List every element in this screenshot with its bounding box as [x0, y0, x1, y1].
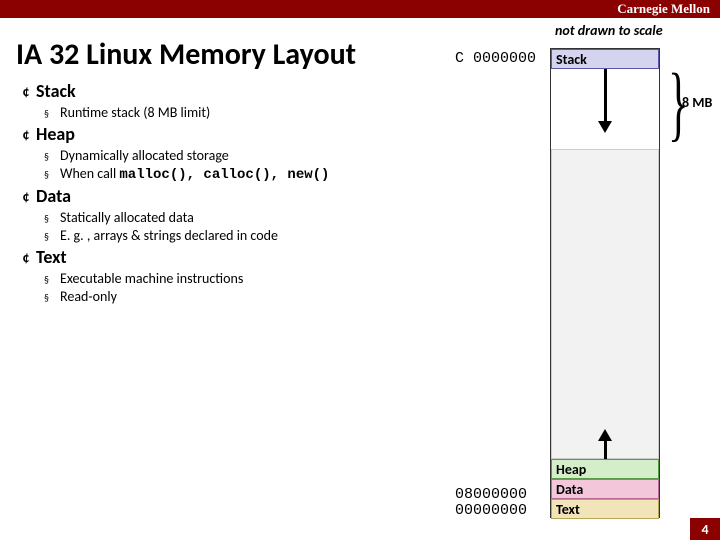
- brace-label: 8 MB: [682, 94, 712, 111]
- bullet-icon: ¢: [16, 188, 36, 205]
- section-title: Text: [36, 246, 67, 268]
- square-bullet-icon: §: [44, 273, 60, 286]
- region-gap: [551, 149, 659, 459]
- sub-item: §When call malloc(), calloc(), new(): [44, 165, 446, 183]
- square-bullet-icon: §: [44, 150, 60, 163]
- square-bullet-icon: §: [44, 291, 60, 304]
- bullet-icon: ¢: [16, 249, 36, 266]
- section-title: Data: [36, 185, 71, 207]
- page-number: 4: [690, 518, 720, 540]
- square-bullet-icon: §: [44, 107, 60, 120]
- square-bullet-icon: §: [44, 212, 60, 225]
- section-data: ¢Data: [16, 185, 446, 207]
- sub-text: Read-only: [60, 288, 117, 305]
- sub-item: §E. g. , arrays & strings declared in co…: [44, 227, 446, 244]
- address-bottom-2: 00000000: [455, 502, 527, 519]
- section-title: Stack: [36, 80, 76, 102]
- header-bar: Carnegie Mellon: [0, 0, 720, 18]
- square-bullet-icon: §: [44, 230, 60, 243]
- sub-text: Dynamically allocated storage: [60, 147, 229, 164]
- sub-text: Runtime stack (8 MB limit): [60, 104, 210, 121]
- square-bullet-icon: §: [44, 168, 60, 181]
- sub-item: §Statically allocated data: [44, 209, 446, 226]
- memory-diagram: Stack HeapDataText: [550, 48, 660, 518]
- bullet-icon: ¢: [16, 126, 36, 143]
- address-bottom-1: 08000000: [455, 486, 527, 503]
- scale-note: not drawn to scale: [555, 22, 663, 39]
- region-heap: Heap: [551, 459, 659, 479]
- arrow-down-icon: [598, 69, 612, 133]
- page-title: IA 32 Linux Memory Layout: [16, 36, 356, 73]
- section-stack: ¢Stack: [16, 80, 446, 102]
- region-stack: Stack: [551, 49, 659, 69]
- sub-text: Statically allocated data: [60, 209, 194, 226]
- address-top: C 0000000: [455, 50, 536, 67]
- sub-item: §Executable machine instructions: [44, 270, 446, 287]
- sub-item: §Read-only: [44, 288, 446, 305]
- region-text: Text: [551, 499, 659, 519]
- arrow-up-icon: [598, 429, 612, 459]
- sub-text: E. g. , arrays & strings declared in cod…: [60, 227, 278, 244]
- sub-text: Executable machine instructions: [60, 270, 243, 287]
- section-title: Heap: [36, 123, 75, 145]
- university-label: Carnegie Mellon: [617, 1, 710, 17]
- region-data: Data: [551, 479, 659, 499]
- sub-item: §Dynamically allocated storage: [44, 147, 446, 164]
- section-heap: ¢Heap: [16, 123, 446, 145]
- content-outline: ¢Stack§Runtime stack (8 MB limit)¢Heap§D…: [16, 78, 446, 306]
- sub-text: When call malloc(), calloc(), new(): [60, 165, 329, 183]
- bullet-icon: ¢: [16, 83, 36, 100]
- section-text: ¢Text: [16, 246, 446, 268]
- sub-item: §Runtime stack (8 MB limit): [44, 104, 446, 121]
